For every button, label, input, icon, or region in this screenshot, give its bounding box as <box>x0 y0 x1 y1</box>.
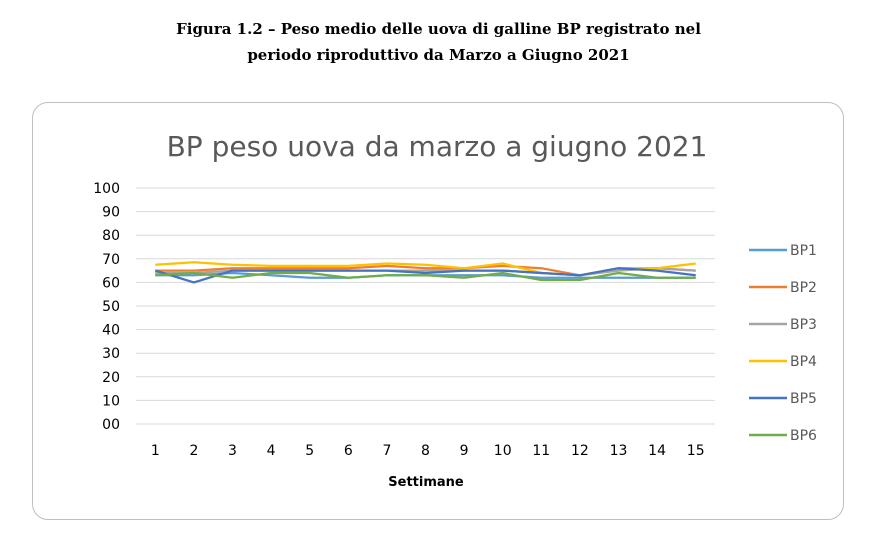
caption-line-2: periodo riproduttivo da Marzo a Giugno 2… <box>247 46 630 64</box>
series-line-bp6 <box>155 271 696 282</box>
x-tick-label: 14 <box>648 443 666 459</box>
x-tick-label: 5 <box>305 443 314 459</box>
x-tick-label: 6 <box>344 443 353 459</box>
series-line-bp5 <box>154 267 696 284</box>
x-tick-label: 8 <box>421 443 430 459</box>
series-lines <box>154 261 696 284</box>
x-tick-label: 1 <box>151 443 160 459</box>
x-tick-label: 10 <box>494 443 512 459</box>
gridlines <box>136 187 715 425</box>
x-tick-label: 9 <box>460 443 469 459</box>
legend: BP1 BP2 BP3 BP4 BP5 BP6 <box>749 243 817 444</box>
x-tick-label: 13 <box>610 443 628 459</box>
y-tick-label: 70 <box>102 252 120 268</box>
y-axis-ticks: 00 10 20 30 40 50 60 70 80 90 100 <box>93 181 120 433</box>
y-tick-label: 40 <box>102 323 120 339</box>
y-tick-label: 100 <box>93 181 120 197</box>
chart-container <box>32 102 844 520</box>
y-tick-label: 50 <box>102 299 120 315</box>
legend-label-bp2: BP2 <box>790 280 817 296</box>
y-tick-label: 30 <box>102 346 120 362</box>
x-axis-ticks: 1 2 3 4 5 6 7 8 9 10 11 12 13 14 15 <box>151 443 705 459</box>
x-tick-label: 11 <box>532 443 550 459</box>
x-tick-label: 4 <box>267 443 276 459</box>
legend-label-bp4: BP4 <box>790 354 817 370</box>
caption-line-1: Figura 1.2 – Peso medio delle uova di ga… <box>176 20 701 38</box>
x-tick-label: 2 <box>189 443 198 459</box>
y-tick-label: 80 <box>102 228 120 244</box>
x-tick-label: 15 <box>687 443 705 459</box>
legend-label-bp3: BP3 <box>790 317 817 333</box>
legend-label-bp6: BP6 <box>790 428 817 444</box>
y-tick-label: 10 <box>102 393 120 409</box>
legend-label-bp1: BP1 <box>790 243 817 259</box>
y-tick-label: 20 <box>102 370 120 386</box>
chart-title: BP peso uova da marzo a giugno 2021 <box>167 130 708 163</box>
y-tick-label: 60 <box>102 275 120 291</box>
y-tick-label: 90 <box>102 205 120 221</box>
x-tick-label: 7 <box>382 443 391 459</box>
x-tick-label: 12 <box>571 443 589 459</box>
figure-caption: Figura 1.2 – Peso medio delle uova di ga… <box>0 16 877 68</box>
legend-label-bp5: BP5 <box>790 391 817 407</box>
x-tick-label: 3 <box>228 443 237 459</box>
x-axis-label: Settimane <box>388 475 464 490</box>
y-tick-label: 00 <box>102 417 120 433</box>
